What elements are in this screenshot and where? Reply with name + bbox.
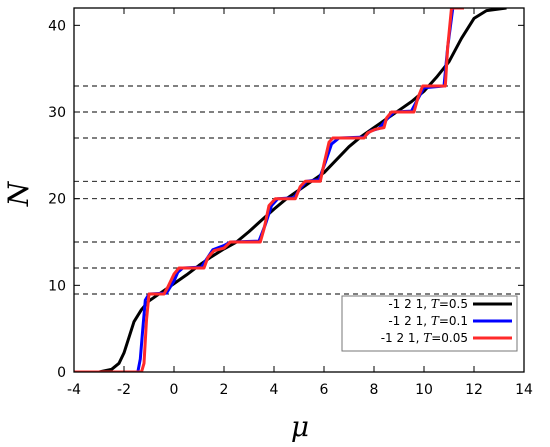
- reference-lines: [74, 85, 524, 295]
- legend-label-3: -1 2 1, T=0.05: [381, 331, 468, 345]
- legend: -1 2 1, T=0.5 -1 2 1, T=0.1 -1 2 1, T=0.05: [341, 295, 518, 352]
- y-tick-label: 20: [48, 192, 66, 208]
- series-line-3: [74, 8, 464, 372]
- plot-frame: [73, 7, 525, 373]
- x-tick-label: 0: [170, 382, 179, 398]
- y-axis: 0 10 20 30 40: [48, 18, 524, 381]
- x-tick-label: 10: [415, 382, 433, 398]
- legend-label-2: -1 2 1, T=0.1: [388, 314, 468, 328]
- y-axis-title: N: [2, 180, 35, 207]
- x-tick-label: -4: [67, 382, 81, 398]
- series-layer: [74, 8, 507, 372]
- x-tick-label: 14: [515, 382, 533, 398]
- x-tick-label: 6: [320, 382, 329, 398]
- y-tick-label: 10: [48, 278, 66, 294]
- legend-label-1: -1 2 1, T=0.5: [388, 297, 468, 311]
- y-tick-label: 40: [48, 18, 66, 34]
- x-axis: -4 -2 0 2 4 6 8 10 12 14: [67, 8, 533, 398]
- y-tick-label: 30: [48, 105, 66, 121]
- x-tick-label: 2: [220, 382, 229, 398]
- x-tick-label: 8: [370, 382, 379, 398]
- series-line-1: [74, 8, 507, 372]
- x-axis-title: μ: [291, 410, 309, 443]
- x-tick-label: 4: [270, 382, 279, 398]
- x-tick-label: -2: [117, 382, 131, 398]
- y-tick-label: 0: [57, 365, 66, 381]
- x-tick-label: 12: [465, 382, 483, 398]
